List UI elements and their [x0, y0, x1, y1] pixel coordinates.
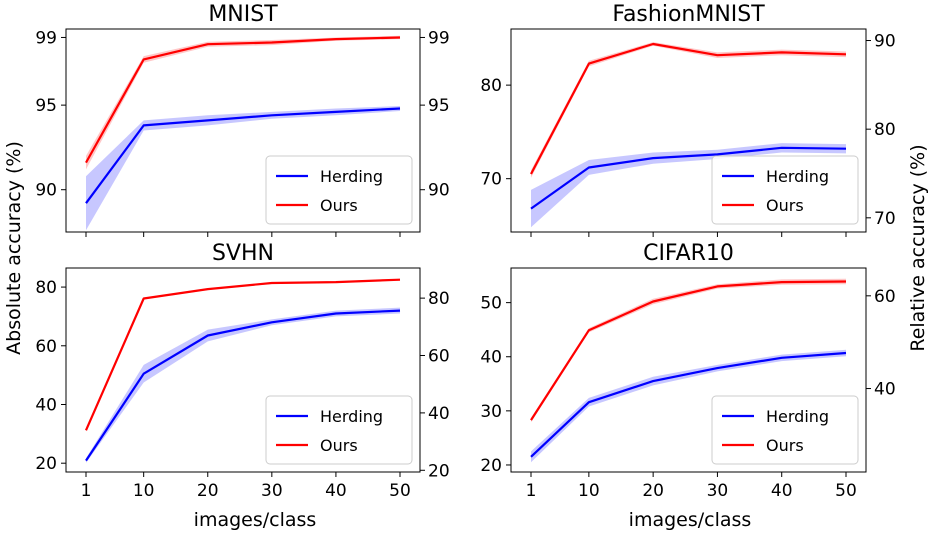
- plot-frame: [510, 28, 867, 233]
- legend-label-1: Ours: [320, 196, 358, 215]
- xlabel-right: images/class: [629, 509, 752, 531]
- chart-title: SVHN: [212, 241, 274, 266]
- series-line-1: [530, 280, 847, 421]
- legend-label-0: Herding: [320, 167, 383, 186]
- y2-tick-label: 80: [874, 120, 896, 140]
- y-tick-label: 20: [35, 454, 57, 474]
- x-tick-label: 30: [707, 481, 729, 501]
- series-band-1: [86, 35, 400, 170]
- x-tick-label: 40: [325, 481, 347, 501]
- ylabel-right: Relative accuracy (%): [907, 144, 929, 351]
- legend-label-1: Ours: [320, 436, 358, 455]
- legend-label-0: Herding: [766, 167, 829, 186]
- y2-tick-label: 80: [428, 289, 450, 309]
- legend-box: [265, 395, 413, 465]
- x-tick-label: 40: [771, 481, 793, 501]
- y-tick-label: 40: [480, 348, 502, 368]
- series-line-1: [530, 42, 847, 175]
- x-tick-label: 10: [578, 481, 600, 501]
- plot-frame: [65, 28, 421, 233]
- y2-tick-label: 20: [428, 461, 450, 481]
- y-tick-label: 95: [35, 96, 57, 116]
- y-tick-label: 99: [35, 28, 57, 48]
- y2-tick-label: 70: [874, 209, 896, 229]
- plot-frame: [65, 267, 421, 473]
- legend: Herding Ours: [265, 155, 413, 225]
- y-tick-label: 40: [35, 395, 57, 415]
- y-tick-label: 60: [35, 337, 57, 357]
- y2-tick-label: 90: [874, 32, 896, 52]
- legend-label-0: Herding: [766, 407, 829, 426]
- y-tick-label: 30: [480, 402, 502, 422]
- chart-panels: MNIST909599909599HerdingOursFashionMNIST…: [35, 2, 895, 501]
- ylabel-left: Absolute accuracy (%): [3, 141, 25, 355]
- legend: Herding Ours: [711, 155, 859, 225]
- xlabel-left: images/class: [194, 509, 317, 531]
- chart-panel-4: CIFAR10 1 10 20 30 40 50 20 30 40 50 40 60 Herding Our…: [480, 241, 895, 501]
- legend-label-1: Ours: [766, 436, 804, 455]
- x-tick-label: 10: [133, 481, 155, 501]
- y2-tick-label: 40: [428, 404, 450, 424]
- series-line-0: [85, 107, 401, 204]
- plot-frame: [510, 267, 867, 473]
- series-line-1: [85, 36, 401, 164]
- y-tick-label: 80: [480, 76, 502, 96]
- x-tick-label: 1: [81, 481, 92, 501]
- chart-panel-2: FashionMNIST 70 80 70 80 90 Herding Ours: [480, 2, 896, 237]
- series-band-0: [531, 349, 846, 463]
- y-tick-label: 70: [480, 170, 502, 190]
- chart-title: FashionMNIST: [612, 2, 765, 27]
- series-line-0: [530, 351, 847, 458]
- series-band-1: [531, 42, 846, 178]
- legend-box: [711, 155, 859, 225]
- series-line-0: [85, 309, 401, 462]
- y2-tick-label: 95: [428, 96, 450, 116]
- legend-box: [711, 395, 859, 465]
- y2-tick-label: 40: [874, 380, 896, 400]
- chart-title: MNIST: [208, 2, 278, 27]
- x-tick-label: 20: [197, 481, 219, 501]
- x-tick-label: 30: [261, 481, 283, 501]
- series-line-0: [530, 146, 847, 210]
- legend-box: [265, 155, 413, 225]
- y-tick-label: 90: [35, 181, 57, 201]
- y2-tick-label: 99: [428, 28, 450, 48]
- y2-tick-label: 90: [428, 181, 450, 201]
- y-tick-label: 50: [480, 294, 502, 314]
- chart-panel-3: SVHN 1 10 20 30 40 50 20 40 60 80 20 40 60 80 Herding Ou…: [35, 241, 449, 501]
- chart-title: CIFAR10: [643, 241, 734, 266]
- y-tick-label: 20: [480, 456, 502, 476]
- x-tick-label: 50: [835, 481, 857, 501]
- x-tick-label: 20: [642, 481, 664, 501]
- y2-tick-label: 60: [428, 347, 450, 367]
- legend-label-0: Herding: [320, 407, 383, 426]
- y2-tick-label: 60: [874, 287, 896, 307]
- x-tick-label: 1: [526, 481, 537, 501]
- legend: Herding Ours: [265, 395, 413, 465]
- legend-label-1: Ours: [766, 196, 804, 215]
- series-line-1: [84, 278, 401, 431]
- legend: Herding Ours: [711, 395, 859, 465]
- x-tick-label: 50: [389, 481, 411, 501]
- chart-panel-1: MNIST 90 95 99 90 95 99 Herding Ours: [35, 2, 450, 237]
- y-tick-label: 80: [35, 278, 57, 298]
